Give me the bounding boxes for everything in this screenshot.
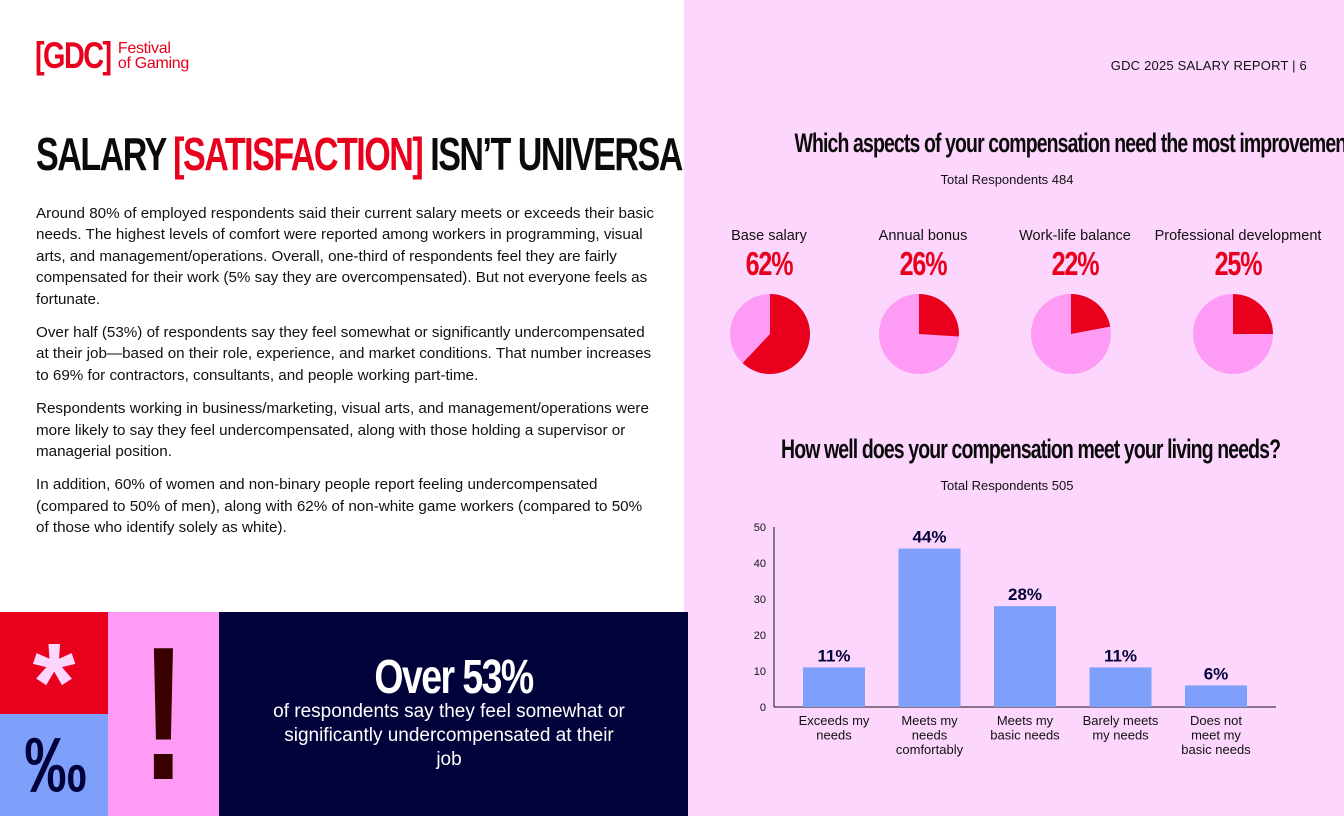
y-tick-label: 0 (760, 702, 766, 714)
bar (898, 548, 961, 707)
x-category-label: Does not meet my basic needs (1181, 713, 1251, 757)
exclamation-icon: ! (141, 608, 186, 820)
pie-label: Annual bonus (878, 228, 968, 244)
pie-item-annual-bonus: Annual bonus 26% (838, 228, 1008, 282)
bar (1089, 667, 1152, 707)
bar-value-label: 11% (817, 646, 850, 665)
pie-value-label: 62% (745, 245, 794, 282)
bar-value-label: 28% (1008, 585, 1042, 604)
x-category-label: Barely meets my needs (1083, 713, 1159, 743)
pie-chart-title: Which aspects of your compensation need … (794, 128, 1344, 158)
bar-chart-subtitle: Total Respondents 505 (940, 478, 1074, 493)
callout-subtext: of respondents say they feel somewhat or… (273, 701, 625, 770)
red-block (0, 612, 108, 714)
logo-line-1: Festival (117, 40, 171, 57)
bar-chart-title: How well does your compensation meet you… (781, 434, 1281, 464)
title-highlight: [SATISFACTION] (173, 128, 424, 180)
x-category-label: Meets my needs comfortably (896, 713, 964, 757)
body-text: Around 80% of employed respondents said … (36, 203, 656, 551)
pie-item-base-salary: Base salary 62% (684, 228, 854, 282)
gdc-logo-text: Festival of Gaming (117, 40, 189, 72)
bar-value-label: 11% (1104, 646, 1137, 665)
x-category-label: Meets my basic needs (990, 713, 1060, 743)
y-tick-label: 40 (754, 558, 766, 570)
pie-value-label: 25% (1214, 245, 1263, 282)
y-tick-label: 10 (754, 666, 766, 678)
navy-block (219, 612, 688, 816)
y-tick-label: 20 (754, 630, 766, 642)
gdc-logo: [GDC] Festival of Gaming (35, 37, 189, 75)
logo-line-2: of Gaming (117, 55, 189, 72)
pie-label: Work-life balance (1019, 228, 1131, 244)
bar (803, 667, 865, 707)
bar (994, 606, 1056, 707)
callout-headline: Over 53% (374, 651, 534, 704)
blue-block (0, 714, 108, 816)
y-tick-label: 30 (754, 594, 766, 606)
paragraph-2: Over half (53%) of respondents say they … (36, 324, 652, 384)
bar (1185, 685, 1247, 707)
pie-label: Professional development (1154, 228, 1322, 244)
pie-item-work-life-balance: Work-life balance 22% (990, 228, 1160, 282)
bar-value-label: 44% (912, 528, 946, 547)
pie-slice-value (919, 294, 959, 337)
report-header: GDC 2025 SALARY REPORT | 6 (1110, 58, 1307, 73)
page-title: SALARY [SATISFACTION] ISN’T UNIVERSAL (36, 128, 703, 180)
asterisk-icon: * (32, 621, 76, 744)
pie-slice-value (742, 294, 810, 374)
pie-item-professional-development: Professional development 25% (1153, 228, 1323, 282)
stat-callout: * ‰ ! Over 53% of respondents say they f… (0, 612, 688, 816)
paragraph-4: In addition, 60% of women and non-binary… (36, 476, 643, 537)
permille-icon: ‰ (24, 720, 86, 809)
pie-value-label: 22% (1051, 245, 1100, 282)
pie-chart-base-salary (730, 294, 810, 374)
bar-chart: 0 10 20 30 40 50 11% Exceeds my needs 44% Meets my… (754, 522, 1276, 757)
pink-block (108, 612, 219, 816)
pie-label: Base salary (731, 228, 807, 244)
paragraph-3: Respondents working in business/marketin… (36, 400, 649, 461)
y-tick-label: 50 (754, 522, 766, 534)
pie-slice-value (1071, 294, 1111, 334)
pie-chart-work-life-balance (1031, 294, 1111, 374)
title-part-2: ISN’T UNIVERSAL (422, 128, 702, 180)
paragraph-1: Around 80% of employed respondents said … (36, 205, 654, 308)
pie-value-label: 26% (899, 245, 948, 282)
title-part-1: SALARY (36, 128, 174, 180)
x-category-label: Exceeds my needs (799, 713, 870, 743)
pie-slice-value (1233, 294, 1273, 334)
pie-chart-annual-bonus (879, 294, 959, 374)
pie-chart-professional-development (1193, 294, 1273, 374)
pie-chart-subtitle: Total Respondents 484 (940, 172, 1074, 187)
bar-value-label: 6% (1204, 664, 1229, 683)
gdc-logo-mark: [GDC] (35, 35, 112, 76)
